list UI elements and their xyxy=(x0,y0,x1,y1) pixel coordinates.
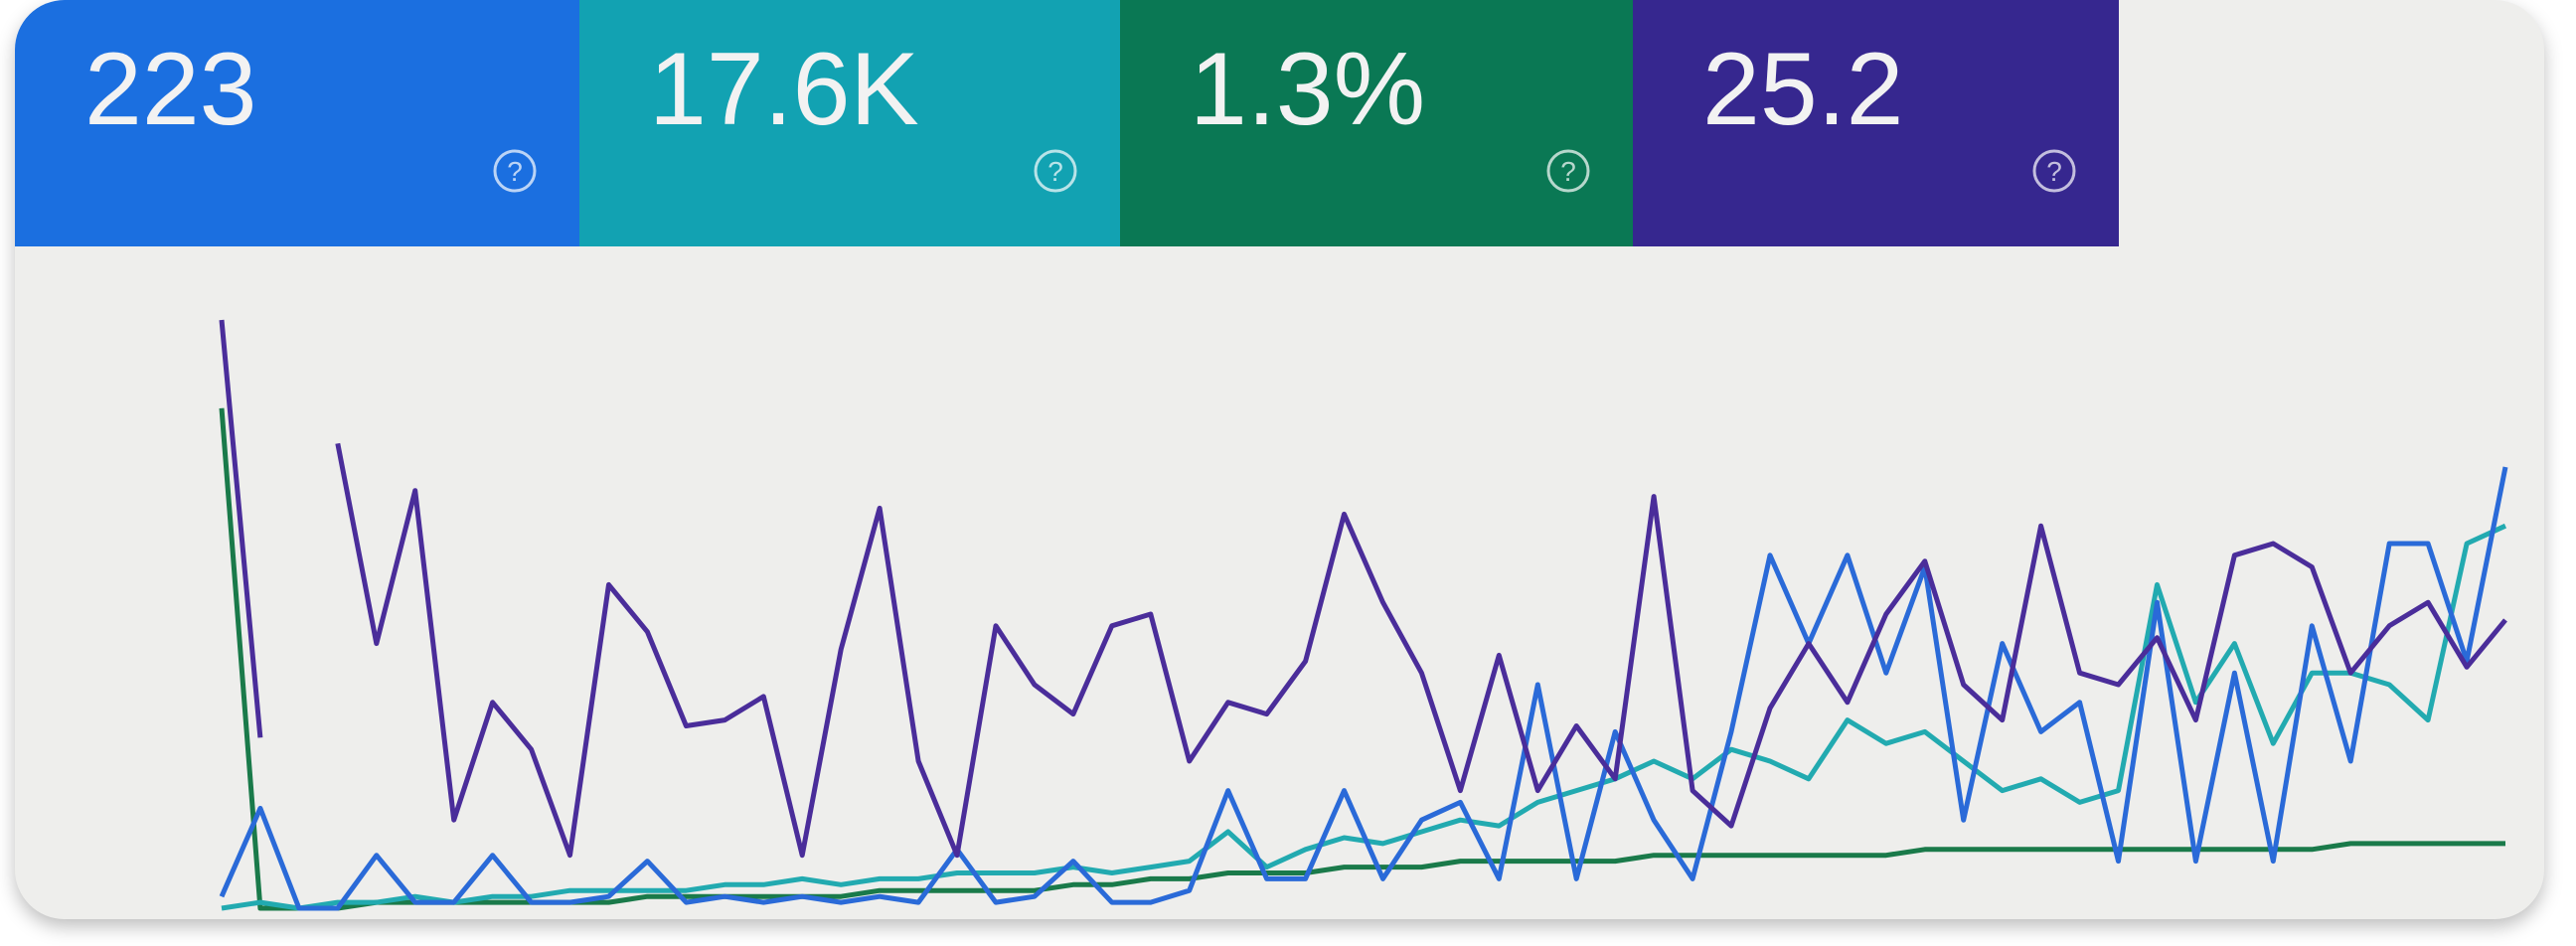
metric-tile xyxy=(1120,0,1633,246)
help-icon xyxy=(493,149,537,193)
metric-tile xyxy=(1633,0,2119,246)
series-line xyxy=(219,319,2507,859)
series-line xyxy=(219,407,2505,911)
help-icon-mark: ? xyxy=(507,156,523,187)
help-icon xyxy=(1546,149,1590,193)
metric-tile xyxy=(15,0,579,246)
dashboard-photo: 223? 17.6K? 1.3%? 25.2? xyxy=(15,0,2544,919)
series-line xyxy=(219,466,2508,911)
help-icon xyxy=(2032,149,2076,193)
metric-value: 17.6K xyxy=(649,32,919,147)
metric-tile xyxy=(579,0,1120,246)
dashboard: 223? 17.6K? 1.3%? 25.2? xyxy=(15,0,2508,911)
help-icon xyxy=(1034,149,1077,193)
metric-value: 25.2 xyxy=(1702,32,1903,147)
metric-value: 1.3% xyxy=(1190,32,1425,147)
help-icon-mark: ? xyxy=(1047,156,1063,187)
help-icon-mark: ? xyxy=(1560,156,1576,187)
metric-value: 223 xyxy=(84,32,257,147)
help-icon-mark: ? xyxy=(2046,156,2062,187)
